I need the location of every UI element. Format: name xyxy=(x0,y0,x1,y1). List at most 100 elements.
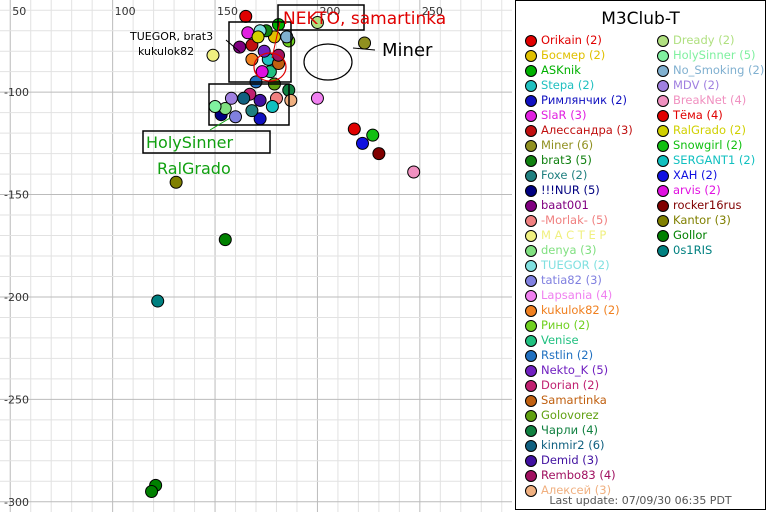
legend-swatch xyxy=(657,49,669,62)
legend-swatch xyxy=(525,304,537,317)
last-update: Last update: 07/09/30 06:35 PDT xyxy=(549,494,732,507)
legend-swatch xyxy=(525,409,537,422)
legend-label: Foxe (2) xyxy=(541,168,588,182)
legend-label: HolySinner (5) xyxy=(673,48,756,62)
legend-label: No_Smoking (2) xyxy=(673,63,765,77)
scatter-plot: 50 100 150 200 250 -100 -150 -200 -250 -300 NEKTO… xyxy=(0,0,512,512)
legend-item: Rembo83 (4) xyxy=(525,468,633,483)
legend-swatch xyxy=(525,469,537,482)
legend-swatch xyxy=(525,139,537,152)
legend-item: BreakNet (4) xyxy=(657,93,764,108)
legend-label: Римлянчик (2) xyxy=(541,93,628,107)
legend-swatch xyxy=(525,64,537,77)
legend-swatch xyxy=(525,34,537,47)
legend-label: Алексей (3) xyxy=(541,483,612,497)
legend-label: Demid (3) xyxy=(541,453,599,467)
legend-item: Босмер (2) xyxy=(525,48,633,63)
legend-label: Босмер (2) xyxy=(541,48,606,62)
data-point xyxy=(145,485,159,499)
grid xyxy=(0,0,512,512)
annotations: NEKTO, samartinka TUEGOR, brat3 kukulok8… xyxy=(129,4,446,178)
legend-swatch xyxy=(525,319,537,332)
legend-swatch xyxy=(525,49,537,62)
data-point xyxy=(347,122,361,136)
legend-column-left: Orikain (2) Босмер (2) ASKnik Stepa (2) Римл… xyxy=(525,33,633,498)
legend-label: М А С Т Е Р xyxy=(541,228,607,242)
legend-item: М А С Т Е Р xyxy=(525,228,633,243)
data-point xyxy=(253,93,267,107)
legend-label: Stepa (2) xyxy=(541,78,595,92)
legend-label: Venise xyxy=(541,333,579,347)
legend-item: Lapsania (4) xyxy=(525,288,633,303)
x-tick-label: 150 xyxy=(217,5,238,18)
legend-label: arvis (2) xyxy=(673,183,721,197)
legend-item: Тёма (4) xyxy=(657,108,764,123)
legend-swatch xyxy=(525,424,537,437)
x-tick-label: 100 xyxy=(115,5,136,18)
legend-swatch xyxy=(657,184,669,197)
legend-item: Чарли (4) xyxy=(525,423,633,438)
annotation-ralgrado: RalGrado xyxy=(157,159,231,178)
legend-label: Kantor (3) xyxy=(673,213,731,227)
legend-swatch xyxy=(525,349,537,362)
data-point xyxy=(265,99,279,113)
legend-label: Gollor xyxy=(673,228,708,242)
legend-swatch xyxy=(657,229,669,242)
legend-item: TUEGOR (2) xyxy=(525,258,633,273)
y-tick-label: -250 xyxy=(4,393,29,406)
legend-label: Snowgirl (2) xyxy=(673,138,743,152)
legend-label: baat001 xyxy=(541,198,589,212)
data-point xyxy=(310,91,324,105)
legend-swatch xyxy=(657,109,669,122)
legend-label: ХАН (2) xyxy=(673,168,718,182)
legend-item: No_Smoking (2) xyxy=(657,63,764,78)
legend-swatch xyxy=(525,229,537,242)
legend-item: denya (3) xyxy=(525,243,633,258)
legend-swatch xyxy=(657,124,669,137)
holysinner-arrow xyxy=(209,117,231,131)
legend-label: Lapsania (4) xyxy=(541,288,613,302)
legend-item: rocker16rus xyxy=(657,198,764,213)
legend-swatch xyxy=(525,439,537,452)
legend-swatch xyxy=(525,259,537,272)
y-tick-label: -200 xyxy=(4,291,29,304)
legend-label: kinmir2 (6) xyxy=(541,438,605,452)
legend-swatch xyxy=(525,289,537,302)
legend: M3Club-T Orikain (2) Босмер (2) ASKnik Step… xyxy=(515,0,766,510)
legend-swatch xyxy=(657,214,669,227)
legend-swatch xyxy=(657,169,669,182)
legend-label: kukulok82 (2) xyxy=(541,303,620,317)
data-point xyxy=(251,30,265,44)
legend-item: baat001 xyxy=(525,198,633,213)
data-point xyxy=(284,93,298,107)
holysinner-label-box xyxy=(142,130,271,154)
data-point xyxy=(358,36,372,50)
legend-label: Miner (6) xyxy=(541,138,594,152)
legend-item: Dready (2) xyxy=(657,33,764,48)
legend-swatch xyxy=(657,154,669,167)
legend-item: Dorian (2) xyxy=(525,378,633,393)
legend-label: -Morlak- (5) xyxy=(541,213,608,227)
legend-item: Gollor xyxy=(657,228,764,243)
legend-label: Тёма (4) xyxy=(673,108,723,122)
legend-label: Чарли (4) xyxy=(541,423,599,437)
legend-item: MDV (2) xyxy=(657,78,764,93)
legend-label: Алессандра (3) xyxy=(541,123,633,137)
legend-item: arvis (2) xyxy=(657,183,764,198)
data-point xyxy=(151,294,165,308)
legend-swatch xyxy=(525,94,537,107)
data-point xyxy=(218,233,232,247)
annotation-tuegor: TUEGOR, brat3 xyxy=(129,30,213,43)
legend-item: Рино (2) xyxy=(525,318,633,333)
x-tick-label: 250 xyxy=(422,5,443,18)
legend-label: Golovorez xyxy=(541,408,599,422)
y-tick-label: -150 xyxy=(4,189,29,202)
legend-item: kinmir2 (6) xyxy=(525,438,633,453)
legend-label: ASKnik xyxy=(541,63,581,77)
legend-item: HolySinner (5) xyxy=(657,48,764,63)
data-point xyxy=(255,65,269,79)
nekto-arrow xyxy=(271,21,281,59)
legend-swatch xyxy=(657,34,669,47)
annotation-holysinner: HolySinner xyxy=(146,133,233,152)
legend-swatch xyxy=(525,364,537,377)
